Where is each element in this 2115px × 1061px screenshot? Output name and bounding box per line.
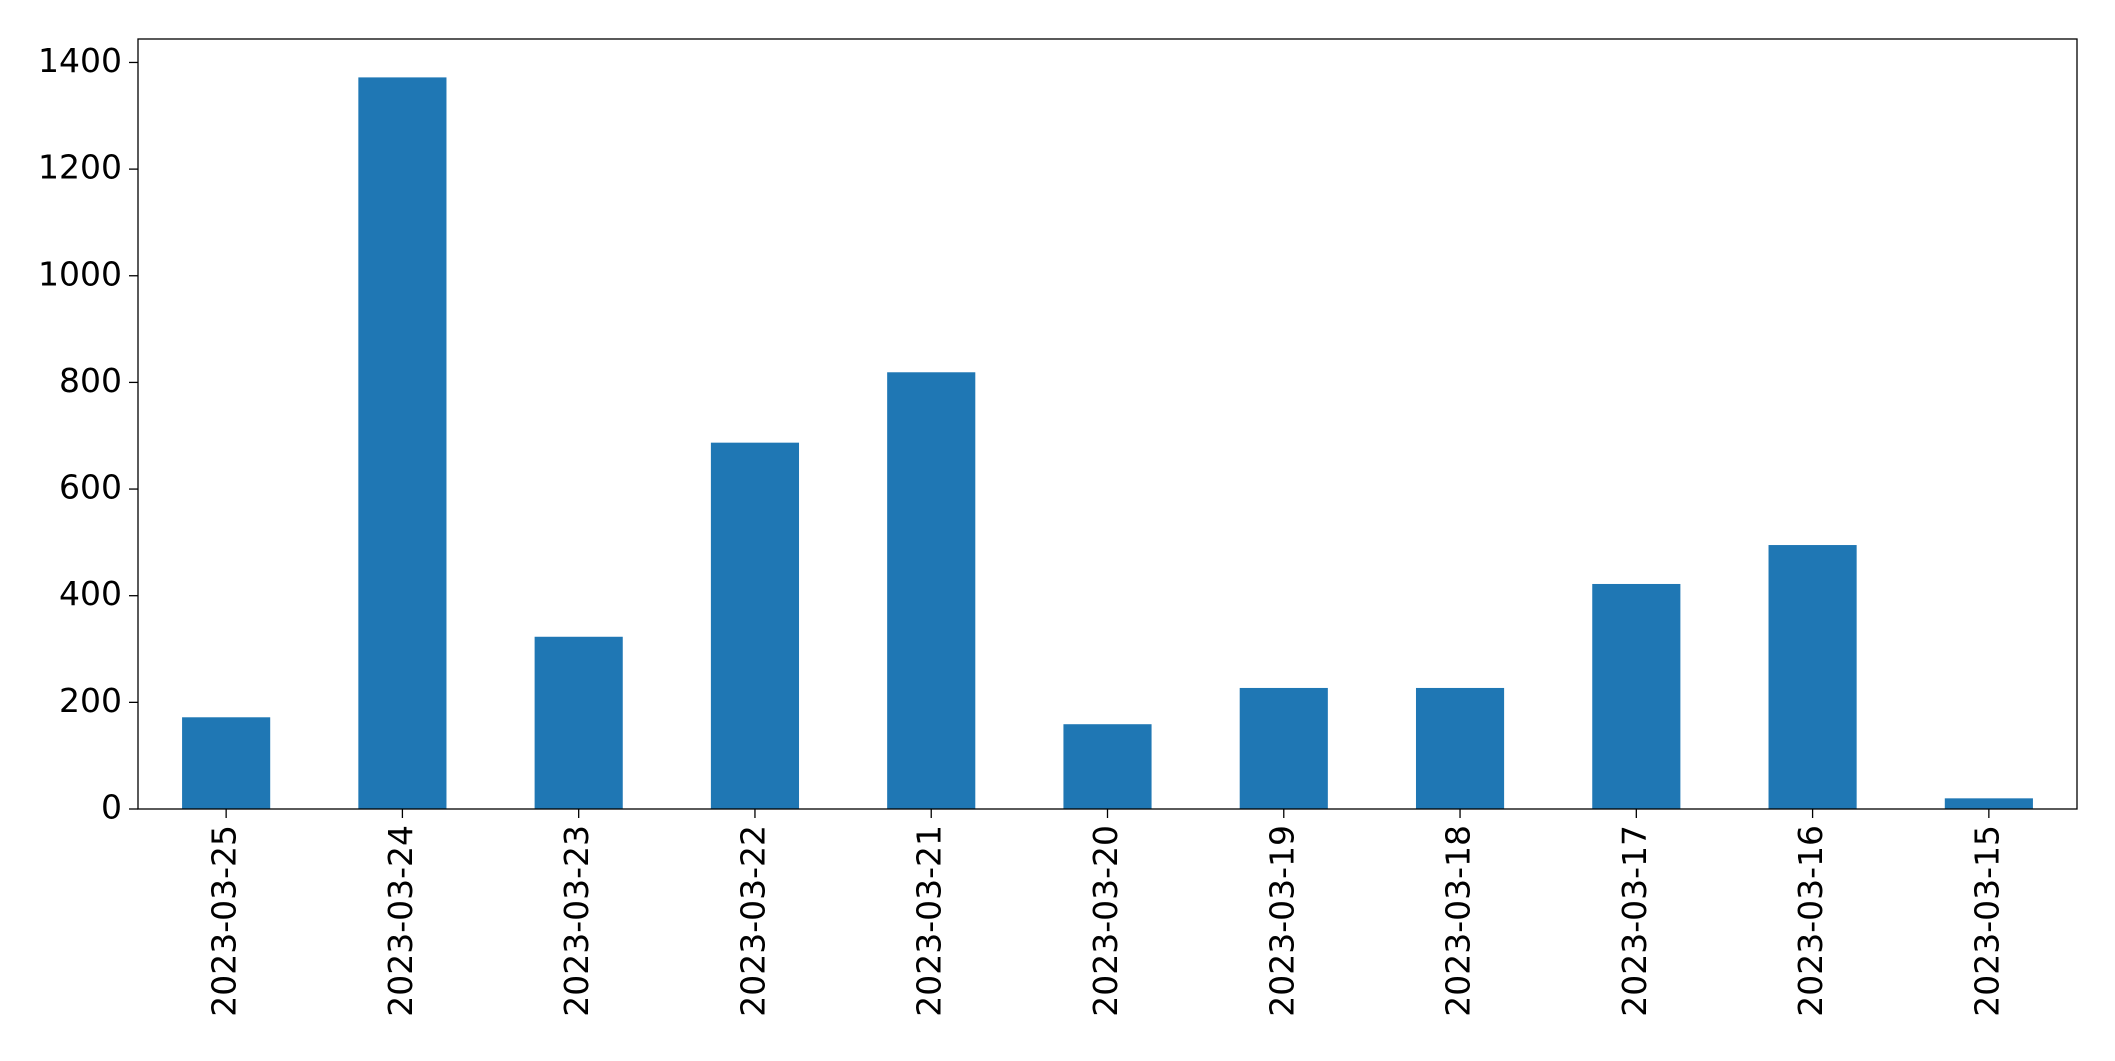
y-tick-label: 600: [59, 468, 122, 507]
y-tick-label: 1400: [38, 41, 122, 80]
bar: [1063, 724, 1152, 809]
x-tick-label: 2023-03-18: [1439, 825, 1478, 1017]
x-tick-label: 2023-03-21: [910, 825, 949, 1017]
x-tick-label: 2023-03-23: [557, 825, 596, 1017]
y-tick-label: 1200: [38, 148, 122, 187]
bar: [182, 717, 271, 809]
x-tick-label: 2023-03-22: [733, 825, 772, 1017]
bar: [1768, 545, 1857, 809]
y-tick-label: 200: [59, 681, 122, 720]
bar: [1415, 687, 1505, 809]
y-tick-label: 800: [59, 361, 122, 400]
y-tick-label: 400: [59, 574, 122, 613]
y-tick-label: 0: [101, 788, 122, 827]
plot-frame: [137, 38, 2078, 810]
bar: [1592, 583, 1681, 809]
x-tick-label: 2023-03-25: [205, 825, 244, 1017]
x-tick-label: 2023-03-15: [1967, 825, 2006, 1017]
bar: [534, 636, 623, 809]
x-tick-label: 2023-03-19: [1262, 825, 1301, 1017]
bar: [1239, 687, 1328, 809]
bar: [358, 77, 447, 809]
x-tick-label: 2023-03-20: [1086, 825, 1125, 1017]
bar: [710, 442, 800, 809]
x-tick-label: 2023-03-24: [381, 825, 420, 1017]
bar: [887, 372, 976, 809]
x-tick-label: 2023-03-17: [1615, 825, 1654, 1017]
bar: [1944, 798, 2033, 809]
y-tick-label: 1000: [38, 254, 122, 293]
x-tick-label: 2023-03-16: [1791, 825, 1830, 1017]
